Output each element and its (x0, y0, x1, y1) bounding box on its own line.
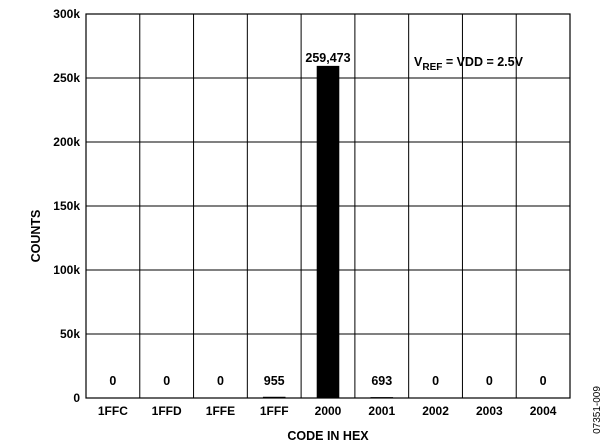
vref-subscript: REF (422, 62, 442, 73)
bars (262, 65, 394, 398)
y-tick-label: 50k (60, 327, 80, 341)
y-tick-label: 150k (53, 199, 80, 213)
data-label: 0 (163, 374, 170, 388)
data-label: 0 (432, 374, 439, 388)
x-tick-label: 2000 (315, 404, 342, 418)
y-tick-label: 0 (73, 391, 80, 405)
vref-suffix: = VDD = 2.5V (442, 55, 523, 69)
y-axis-title: COUNTS (29, 210, 43, 263)
x-tick-label: 2004 (530, 404, 557, 418)
x-tick-label: 1FFE (206, 404, 235, 418)
y-tick-label: 100k (53, 263, 80, 277)
x-tick-label: 2002 (422, 404, 449, 418)
data-label: 0 (109, 374, 116, 388)
x-tick-label: 2003 (476, 404, 503, 418)
data-label: 693 (371, 374, 392, 388)
x-tick-labels: 1FFC 1FFD 1FFE 1FFF 2000 2001 2002 2003 2004 (98, 404, 557, 418)
plot-frame (85, 13, 571, 399)
x-tick-label: 1FFF (260, 404, 289, 418)
x-tick-label: 1FFC (98, 404, 128, 418)
data-label: 0 (217, 374, 224, 388)
y-tick-labels: 0 50k 100k 150k 200k 250k 300k (53, 7, 80, 405)
y-tick-label: 250k (53, 71, 80, 85)
data-label: 0 (540, 374, 547, 388)
x-tick-label: 2001 (368, 404, 395, 418)
vref-prefix: V (414, 55, 423, 69)
y-tick-label: 200k (53, 135, 80, 149)
x-tick-label: 1FFD (152, 404, 182, 418)
x-axis-title: CODE IN HEX (287, 429, 369, 443)
data-labels: 0 0 0 955 259,473 693 0 0 0 (109, 51, 546, 388)
bar (262, 396, 286, 398)
vref-annotation: VREF = VDD = 2.5V (414, 55, 524, 73)
bar (316, 65, 340, 398)
data-label: 955 (264, 374, 285, 388)
y-tick-label: 300k (53, 7, 80, 21)
figure-id: 07351-009 (592, 386, 603, 434)
data-label: 259,473 (305, 51, 350, 65)
data-label: 0 (486, 374, 493, 388)
